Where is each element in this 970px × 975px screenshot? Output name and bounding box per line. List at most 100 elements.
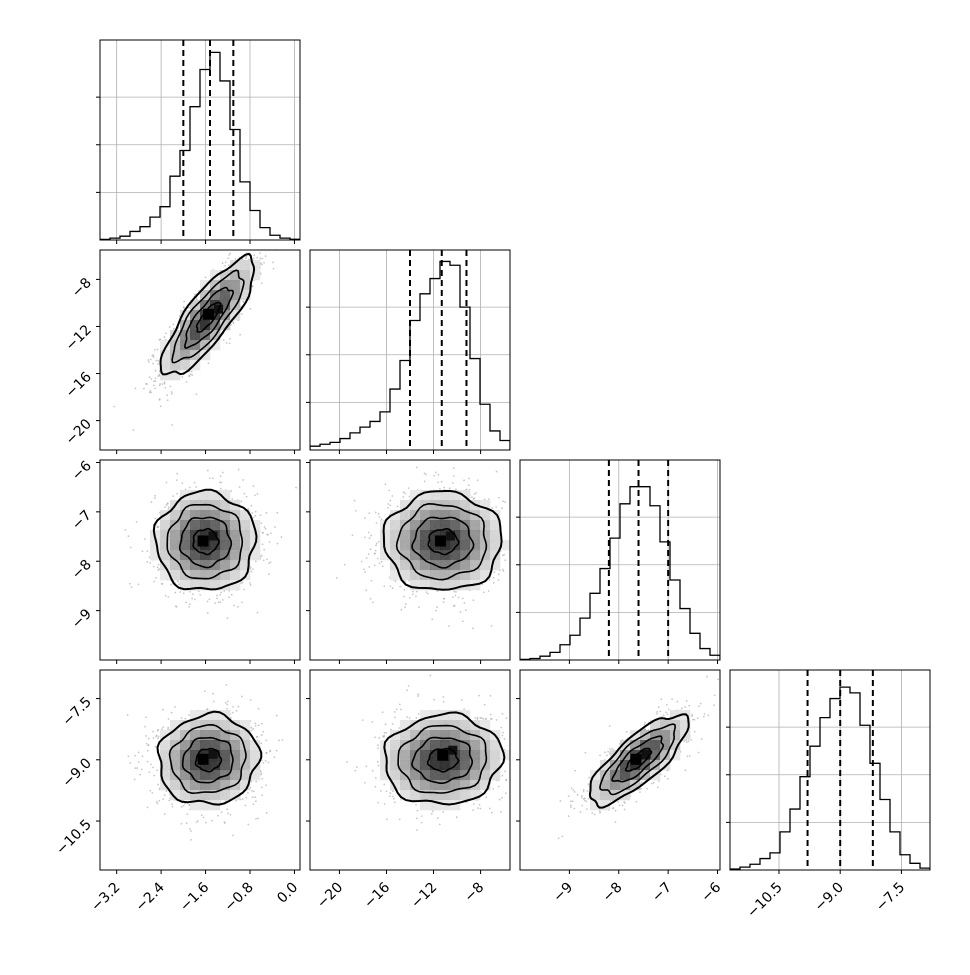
sample-point xyxy=(160,338,162,340)
hist-panel-0 xyxy=(96,40,300,244)
sample-point xyxy=(157,569,159,571)
density-cell xyxy=(170,520,180,530)
sample-point xyxy=(250,781,252,783)
sample-point xyxy=(382,565,384,567)
sample-point xyxy=(157,363,159,365)
sample-point xyxy=(251,512,253,514)
sample-point xyxy=(146,550,148,552)
sample-point xyxy=(378,541,380,543)
sample-point xyxy=(253,255,255,257)
sample-point xyxy=(164,506,166,508)
sample-point xyxy=(276,512,278,514)
sample-point xyxy=(196,393,198,395)
sample-point xyxy=(243,589,245,591)
sample-point xyxy=(189,375,191,377)
sample-point xyxy=(472,599,474,601)
sample-point xyxy=(219,594,221,596)
sample-point xyxy=(145,383,147,385)
sample-point xyxy=(228,264,230,266)
sample-point xyxy=(211,820,213,822)
sample-point xyxy=(377,558,379,560)
scatter-panel-2-1 xyxy=(336,467,540,630)
sample-point xyxy=(203,817,205,819)
sample-point xyxy=(165,332,167,334)
sample-point xyxy=(368,532,370,534)
sample-point xyxy=(253,247,255,249)
sample-point xyxy=(136,521,138,523)
sample-point xyxy=(157,360,159,362)
sample-point xyxy=(227,617,229,619)
sample-point xyxy=(156,526,158,528)
sample-point xyxy=(227,257,229,259)
sample-point xyxy=(436,606,438,608)
sample-point xyxy=(148,771,150,773)
sample-point xyxy=(498,573,500,575)
sample-point xyxy=(172,495,174,497)
sample-point xyxy=(181,482,183,484)
sample-point xyxy=(435,471,437,473)
sample-point xyxy=(242,301,244,303)
sample-point xyxy=(261,555,263,557)
sample-point xyxy=(375,512,377,514)
sample-point xyxy=(235,258,237,260)
sample-point xyxy=(491,625,493,627)
sample-point xyxy=(418,606,420,608)
sample-point xyxy=(183,306,185,308)
sample-point xyxy=(493,577,495,579)
sample-point xyxy=(483,591,485,593)
sample-point xyxy=(155,577,157,579)
sample-point xyxy=(154,517,156,519)
sample-point xyxy=(493,582,495,584)
sample-point xyxy=(517,574,519,576)
sample-point xyxy=(178,584,180,586)
sample-point xyxy=(433,475,435,477)
sample-point xyxy=(168,508,170,510)
sample-point xyxy=(158,800,160,802)
sample-point xyxy=(155,377,157,379)
density-cell xyxy=(230,550,240,560)
sample-point xyxy=(246,219,248,221)
sample-point xyxy=(167,503,169,505)
sample-point xyxy=(404,492,406,494)
sample-point xyxy=(261,734,263,736)
sample-point xyxy=(491,507,493,509)
sample-point xyxy=(158,564,160,566)
sample-point xyxy=(169,326,171,328)
sample-point xyxy=(143,388,145,390)
sample-point xyxy=(412,594,414,596)
sample-point xyxy=(243,493,245,495)
sample-point xyxy=(376,522,378,524)
sample-point xyxy=(255,240,257,242)
sample-point xyxy=(154,495,156,497)
sample-point xyxy=(510,550,512,552)
density-cell xyxy=(240,520,250,530)
hist-step-2 xyxy=(520,487,720,660)
sample-point xyxy=(219,601,221,603)
sample-point xyxy=(207,601,209,603)
sample-point xyxy=(198,590,200,592)
sample-point xyxy=(154,380,156,382)
density-cell xyxy=(220,540,230,550)
sample-point xyxy=(174,592,176,594)
sample-point xyxy=(403,596,405,598)
sample-point xyxy=(388,490,390,492)
sample-point xyxy=(270,561,272,563)
sample-point xyxy=(128,535,130,537)
sample-point xyxy=(181,376,183,378)
sample-point xyxy=(474,493,476,495)
sample-point xyxy=(435,610,437,612)
sample-point xyxy=(513,529,515,531)
sample-point xyxy=(538,532,540,534)
sample-point xyxy=(253,237,255,239)
sample-point xyxy=(155,360,157,362)
sample-point xyxy=(130,547,132,549)
sample-point xyxy=(240,582,242,584)
sample-point xyxy=(365,589,367,591)
sample-point xyxy=(188,606,190,608)
sample-point xyxy=(212,477,214,479)
sample-point xyxy=(229,338,231,340)
density-cell xyxy=(400,540,410,550)
sample-point xyxy=(441,481,443,483)
sample-point xyxy=(153,566,155,568)
sample-point xyxy=(144,726,146,728)
